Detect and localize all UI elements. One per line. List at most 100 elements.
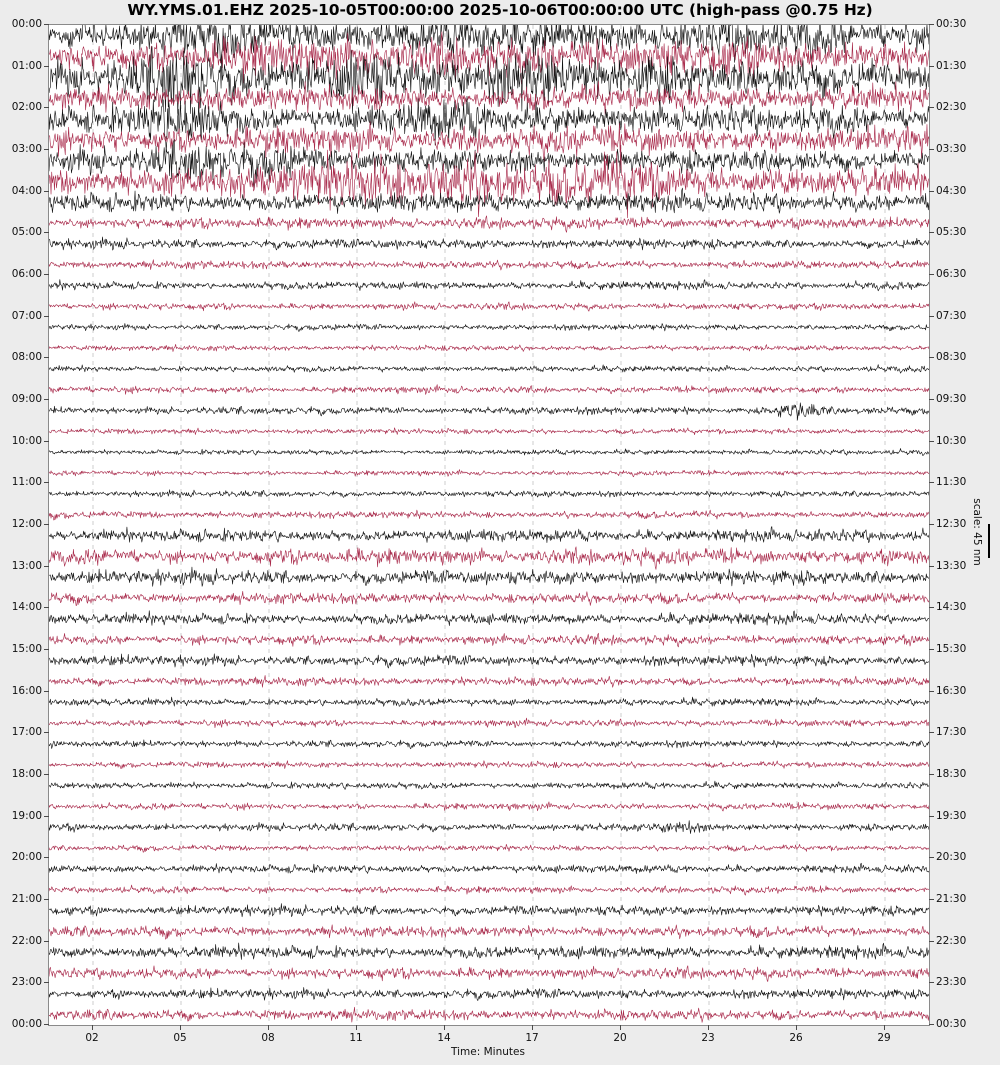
y-axis-tick-right <box>929 315 934 317</box>
trace-row <box>49 236 929 251</box>
y-axis-tick-right <box>929 982 934 984</box>
trace-row <box>49 46 929 114</box>
trace-row <box>49 25 929 63</box>
trace-row <box>49 884 929 896</box>
trace-row <box>49 121 929 162</box>
y-axis-label-right: 00:30 <box>936 1018 967 1030</box>
y-axis-label-right: 23:30 <box>936 976 967 989</box>
trace-row <box>49 942 929 960</box>
y-axis-tick-left <box>44 649 49 650</box>
y-axis-tick-right <box>929 607 934 609</box>
y-axis-tick-left <box>44 732 49 734</box>
trace-row <box>49 1006 929 1023</box>
x-axis-label: 05 <box>173 1032 187 1044</box>
trace-row <box>49 427 929 436</box>
y-axis-tick-left <box>44 607 49 609</box>
y-axis-label-right: 20:30 <box>936 851 967 864</box>
y-axis-tick-left <box>44 274 49 275</box>
y-axis-tick-left <box>44 357 49 359</box>
trace-row <box>49 739 929 750</box>
y-axis-label-left: 03:00 <box>11 143 42 155</box>
x-axis-label: 20 <box>613 1032 627 1044</box>
x-axis-tick <box>180 1025 181 1030</box>
y-axis-tick-right <box>929 565 934 567</box>
y-axis-tick-right <box>929 774 934 775</box>
trace-row <box>49 610 929 626</box>
trace-row <box>49 696 929 707</box>
trace-row <box>49 924 929 940</box>
x-axis-title: Time: Minutes <box>451 1046 525 1058</box>
y-axis-tick-right <box>929 274 934 275</box>
x-axis-label: 26 <box>789 1032 803 1044</box>
y-axis-tick-left <box>44 107 49 109</box>
y-axis-tick-left <box>44 690 49 692</box>
y-axis-label-left: 18:00 <box>11 768 42 780</box>
trace-row <box>49 279 929 292</box>
y-axis-tick-left <box>44 190 49 192</box>
y-axis-label-left: 22:00 <box>11 934 42 947</box>
trace-row <box>49 632 929 648</box>
trace-row <box>49 81 929 116</box>
y-axis-tick-right <box>929 482 934 484</box>
y-axis-tick-right <box>929 399 934 400</box>
y-axis-tick-right <box>929 857 934 859</box>
y-axis-label-right: 10:30 <box>936 434 967 447</box>
trace-row <box>49 448 929 457</box>
y-axis-tick-left <box>44 315 49 317</box>
y-axis-label-right: 01:30 <box>936 59 967 72</box>
x-axis-label: 11 <box>349 1032 363 1044</box>
trace-row <box>49 364 929 374</box>
y-axis-label-right: 02:30 <box>936 101 967 114</box>
x-axis-label: 08 <box>261 1032 275 1044</box>
y-axis-label-left: 07:00 <box>11 309 42 322</box>
trace-row <box>49 675 929 688</box>
trace-row <box>49 187 929 214</box>
trace-row <box>49 215 929 233</box>
y-axis-label-right: 05:30 <box>936 226 967 239</box>
y-axis-label-right: 17:30 <box>936 726 967 739</box>
trace-row <box>49 384 929 395</box>
y-axis-tick-left <box>44 149 49 150</box>
y-axis-label-left: 15:00 <box>11 643 42 655</box>
trace-row <box>49 489 929 498</box>
y-axis-tick-left <box>44 565 49 567</box>
trace-row <box>49 717 929 729</box>
y-axis-tick-left <box>44 524 49 525</box>
y-axis-label-left: 19:00 <box>11 809 42 822</box>
trace-row <box>49 843 929 853</box>
y-axis-label-right: 06:30 <box>936 268 967 280</box>
trace-row <box>49 987 929 1001</box>
y-axis-label-left: 10:00 <box>11 434 42 447</box>
y-axis-tick-left <box>44 482 49 484</box>
y-axis-tick-right <box>929 440 934 442</box>
y-axis-label-right: 11:30 <box>936 476 967 489</box>
y-axis-tick-right <box>929 732 934 734</box>
x-axis-label: 23 <box>701 1032 715 1044</box>
plot-inner <box>49 25 929 1025</box>
y-axis-label-left: 23:00 <box>11 976 42 989</box>
trace-row <box>49 653 929 669</box>
y-axis-tick-left <box>44 232 49 234</box>
y-axis-tick-left <box>44 24 49 25</box>
trace-row <box>49 566 929 587</box>
y-axis-label-left: 13:00 <box>11 559 42 572</box>
x-axis-tick <box>92 1025 93 1030</box>
y-axis-label-right: 18:30 <box>936 768 967 780</box>
y-axis-label-left: 12:00 <box>11 518 42 530</box>
y-axis-label-right: 08:30 <box>936 351 967 364</box>
y-axis-tick-right <box>929 232 934 234</box>
trace-row <box>49 526 929 544</box>
y-axis-tick-right <box>929 357 934 359</box>
x-axis-tick <box>884 1025 885 1030</box>
y-axis-label-left: 02:00 <box>11 101 42 114</box>
y-axis-label-right: 00:30 <box>936 18 967 30</box>
x-axis-tick <box>620 1025 621 1030</box>
x-axis-label: 02 <box>85 1032 99 1044</box>
trace-row <box>49 801 929 812</box>
trace-row <box>49 469 929 478</box>
y-axis-label-right: 07:30 <box>936 309 967 322</box>
trace-row <box>49 590 929 606</box>
y-axis-tick-right <box>929 107 934 109</box>
y-axis-tick-right <box>929 65 934 67</box>
